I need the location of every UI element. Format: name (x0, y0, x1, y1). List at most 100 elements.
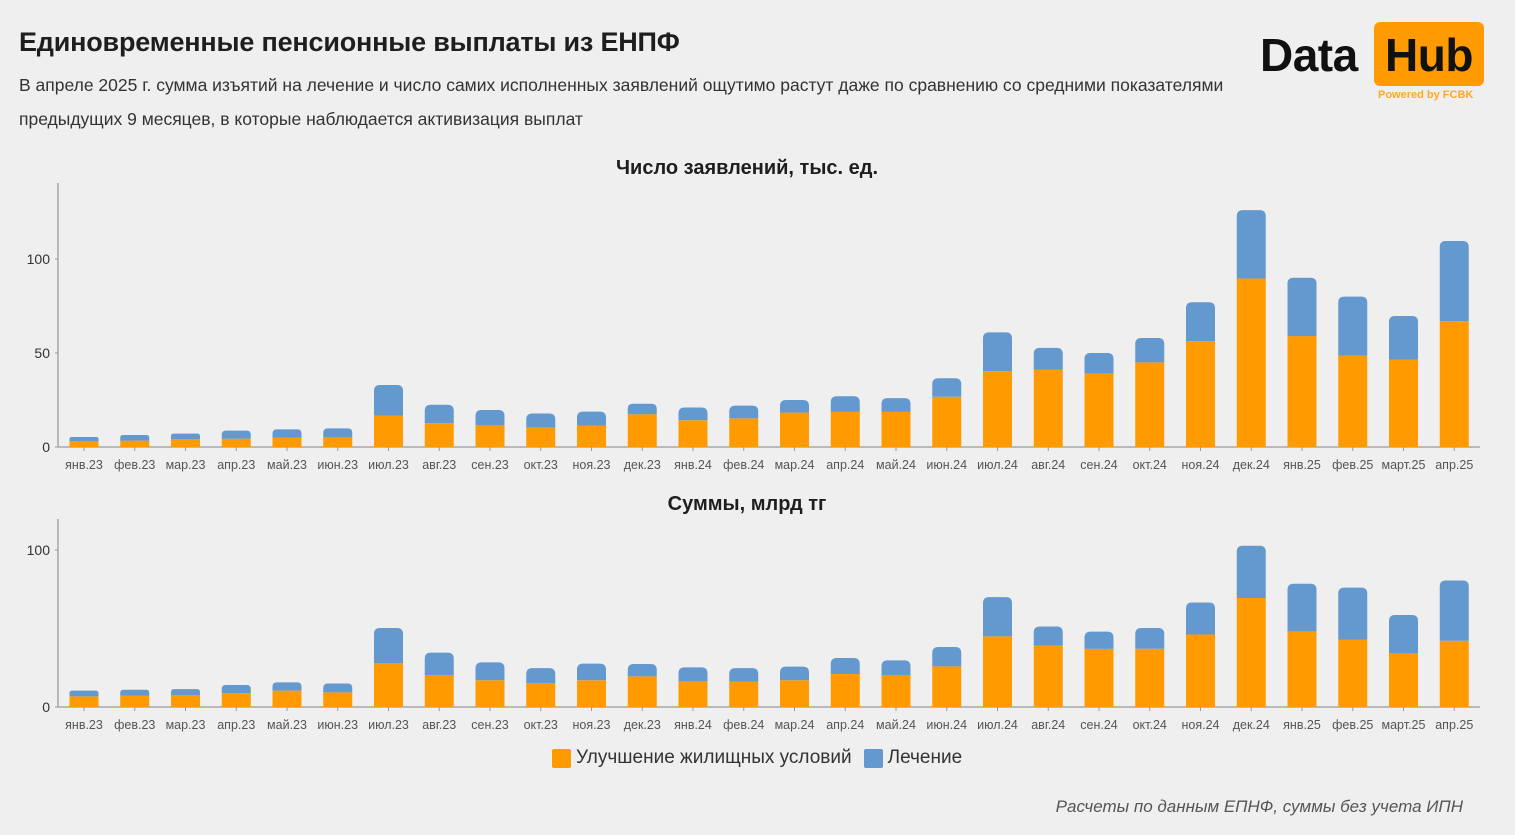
y-tick-label: 50 (34, 345, 50, 361)
bar-housing (932, 666, 962, 707)
bar-housing (678, 681, 708, 707)
bar-housing (1287, 336, 1317, 447)
x-tick-label: окт.23 (524, 458, 558, 472)
bar-treatment (424, 652, 454, 675)
bar-treatment (627, 403, 657, 415)
bar-treatment (983, 332, 1012, 372)
bar-stack (1439, 240, 1469, 447)
bar-treatment (475, 409, 505, 426)
bar-treatment (830, 396, 860, 412)
x-tick-label: фев.24 (723, 458, 764, 472)
bar-housing (424, 674, 454, 707)
bar-treatment (374, 384, 403, 416)
bar-housing (374, 663, 403, 707)
bar-stack (1186, 602, 1215, 707)
bar-housing (983, 636, 1012, 707)
x-tick-label: март.25 (1382, 458, 1426, 472)
x-tick-label: дек.24 (1233, 718, 1270, 732)
bar-housing (120, 695, 150, 707)
x-tick-label: дек.23 (624, 718, 661, 732)
bar-housing (780, 680, 809, 707)
logo-word-data: Data (1260, 29, 1358, 81)
x-tick-label: апр.24 (826, 458, 864, 472)
y-tick-label: 100 (27, 251, 51, 267)
x-tick-label: июл.24 (977, 718, 1018, 732)
bar-treatment (69, 437, 99, 441)
bar-treatment (577, 411, 606, 426)
bar-stack (272, 682, 302, 707)
x-tick-label: сен.24 (1080, 718, 1118, 732)
bar-housing (272, 437, 302, 447)
bar-stack (830, 396, 860, 447)
bar-stack (1389, 614, 1418, 707)
bar-stack (881, 398, 911, 447)
bar-treatment (475, 662, 505, 681)
bar-stack (69, 437, 99, 447)
bar-housing (323, 692, 353, 707)
x-tick-label: фев.23 (114, 718, 155, 732)
logo-word-hub: Hub (1385, 29, 1473, 81)
x-tick-label: авг.23 (422, 458, 456, 472)
bar-stack (1084, 353, 1114, 447)
bar-stack (577, 663, 606, 707)
x-tick-label: янв.24 (674, 718, 712, 732)
bar-housing (830, 411, 860, 447)
bar-treatment (1439, 240, 1469, 322)
bar-treatment (577, 663, 606, 681)
bars (69, 210, 1469, 447)
bar-housing (577, 425, 606, 447)
bar-stack (780, 400, 809, 447)
bar-stack (678, 667, 708, 707)
bar-stack (780, 666, 809, 707)
logo-hub-box: Hub (1374, 22, 1484, 86)
x-tick-label: фев.25 (1332, 718, 1373, 732)
bar-stack (1338, 587, 1368, 707)
bar-treatment (729, 405, 759, 419)
bar-treatment (171, 433, 200, 440)
bar-stack (678, 407, 708, 447)
x-tick-label: март.25 (1382, 718, 1426, 732)
bar-treatment (678, 667, 708, 682)
bar-stack (1135, 628, 1165, 707)
bar-stack (1033, 626, 1063, 707)
bar-housing (1084, 373, 1114, 447)
bar-stack (272, 429, 302, 447)
bar-housing (526, 427, 556, 447)
bar-treatment (1439, 580, 1469, 641)
bar-housing (272, 690, 302, 707)
bar-stack (577, 411, 606, 447)
bar-treatment (120, 689, 150, 696)
x-tick-label: июл.23 (368, 718, 409, 732)
x-tick-label: июн.24 (926, 718, 967, 732)
x-tick-label: май.24 (876, 458, 916, 472)
x-tick-label: фев.25 (1332, 458, 1373, 472)
bar-housing (1236, 278, 1266, 447)
bar-treatment (1236, 545, 1266, 599)
bar-housing (780, 412, 809, 447)
bar-housing (1033, 369, 1063, 447)
bar-housing (171, 695, 200, 707)
bar-treatment (424, 404, 454, 424)
bar-stack (729, 668, 759, 707)
logo-tagline: Powered by FCBK (1378, 89, 1474, 101)
y-tick-label: 100 (27, 542, 51, 558)
bar-housing (120, 440, 150, 447)
x-tick-label: окт.24 (1133, 458, 1167, 472)
x-tick-label: фев.24 (723, 718, 764, 732)
bar-stack (1084, 631, 1114, 707)
bar-stack (526, 668, 556, 707)
x-tick-label: ноя.23 (572, 458, 610, 472)
x-tick-label: мар.23 (166, 458, 206, 472)
x-tick-label: сен.23 (471, 458, 509, 472)
bar-stack (69, 690, 99, 707)
page-subtitle: В апреле 2025 г. сумма изъятий на лечени… (19, 75, 1224, 129)
bars (69, 545, 1469, 707)
x-tick-label: янв.25 (1283, 458, 1321, 472)
bar-housing (526, 682, 556, 707)
bar-stack (1135, 337, 1165, 447)
bar-treatment (1236, 210, 1266, 279)
bar-housing (1236, 598, 1266, 707)
bar-stack (221, 430, 251, 447)
chart-legend: Улучшение жилищных условий Лечение (552, 746, 974, 770)
bar-housing (932, 396, 962, 447)
